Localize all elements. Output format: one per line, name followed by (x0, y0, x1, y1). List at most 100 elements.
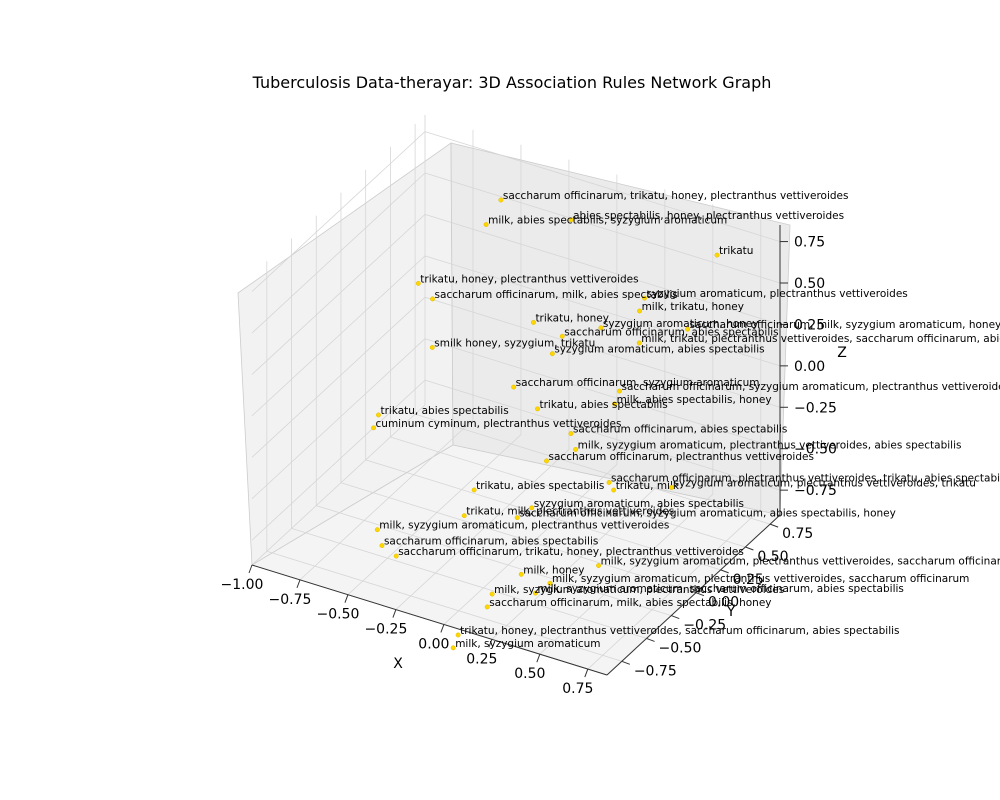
y-tick-label: −0.75 (634, 663, 677, 679)
network-node: milk, syzygium aromaticum, plectranthus … (374, 520, 669, 533)
x-tick-label: −0.25 (364, 622, 407, 638)
z-tick-label: −0.75 (794, 483, 837, 499)
node-label: saccharum officinarum, plectranthus vett… (549, 451, 814, 463)
grid-line (251, 379, 426, 541)
network-node: trikatu, abies spectabilis (376, 405, 509, 418)
grid-line (424, 296, 781, 408)
z-tick-label: 0.50 (794, 276, 825, 292)
grid-line (365, 459, 721, 571)
grid-line (424, 255, 781, 367)
network-node: trikatu, honey (530, 312, 609, 325)
node-label: trikatu, abies spectabilis (380, 405, 508, 417)
y-tick-label: 0.75 (782, 526, 813, 542)
node-label: trikatu, abies spectabilis (476, 480, 604, 492)
node-label: trikatu, milk, plectranthus vettiveroide… (466, 506, 674, 518)
network-node: cuminum cyminum, plectranthus vettiveroi… (371, 418, 621, 431)
node-label: milk, abies spectabilis, syzygium aromat… (488, 215, 727, 227)
node-marker (596, 563, 602, 569)
y-tick-label: 0.00 (708, 595, 739, 611)
node-marker (483, 222, 489, 227)
x-tick-mark (440, 624, 445, 633)
grid-line (539, 493, 714, 655)
z-tick-label: 0.00 (794, 359, 825, 375)
chart-title: Tuberculosis Data-therayar: 3D Associati… (252, 73, 772, 92)
grid-lines (251, 115, 781, 670)
grid-line (587, 508, 762, 670)
node-label: syzygium aromaticum, plectranthus vettiv… (647, 288, 908, 300)
x-tick-label: 0.50 (514, 666, 545, 682)
network-node: trikatu, honey, plectranthus vettiveroid… (455, 625, 900, 638)
network-node: milk, syzygium aromaticum, plectranthus … (573, 439, 961, 452)
tick-labels: −1.00 −0.75 −0.50 −0.25 0.00 0.25 0.50 0.75 −0.7… (221, 235, 837, 697)
node-marker (547, 580, 553, 586)
network-nodes: abies spectabilis, honey, plectranthus v… (371, 190, 1000, 651)
z-axis-label: Z (837, 345, 847, 361)
x-tick-label: −1.00 (221, 577, 264, 593)
grid-line (424, 214, 781, 325)
node-marker (415, 280, 421, 286)
node-marker (549, 351, 555, 357)
node-marker (529, 505, 535, 511)
network-node: saccharum officinarum, abies spectabilis (379, 536, 598, 548)
node-label: syzygium aromaticum, abies spectabilis (534, 498, 744, 510)
z-tick-label: 0.25 (794, 317, 825, 333)
z-tick-label: 0.75 (794, 235, 825, 251)
node-marker (430, 296, 436, 302)
x-tick-mark (296, 579, 301, 589)
node-marker (685, 326, 690, 332)
node-marker (714, 252, 720, 258)
node-label: smilk honey, syzygium, trikatu (434, 337, 595, 349)
y-tick-label: 0.50 (757, 549, 788, 565)
grid-line (291, 528, 647, 639)
network-node: trikatu, milk, plectranthus vettiveroide… (461, 506, 674, 519)
y-tick-label: −0.50 (659, 640, 702, 656)
node-label: milk, syzygium aromaticum, plectranthus … (379, 520, 669, 532)
network-node: saccharum officinarum, abies spectabilis (568, 424, 787, 437)
axes-lines (248, 225, 788, 678)
node-label: trikatu, abies spectabilis (540, 399, 668, 411)
node-marker (642, 295, 647, 301)
node-marker (533, 590, 538, 596)
network-node: saccharum officinarum, milk, abies spect… (430, 289, 678, 302)
node-label: syzygium aromaticum, honey (603, 318, 759, 330)
x-tick-mark (248, 564, 253, 574)
node-label: trikatu, honey, plectranthus vettiveroid… (460, 625, 899, 637)
network-node: saccharum officinarum, plectranthus vett… (544, 451, 814, 464)
x-tick-mark (392, 609, 397, 618)
node-label: saccharum officinarum, trikatu, honey, p… (398, 546, 744, 558)
node-marker (611, 487, 617, 493)
network-node: milk, syzygium aromaticum, saccharum off… (533, 583, 904, 596)
network-node: saccharum officinarum, trikatu, honey, p… (393, 546, 744, 559)
x-tick-mark (488, 639, 493, 648)
x-axis-label: X (393, 656, 403, 672)
network-node: saccharum officinarum, milk, abies spect… (484, 597, 772, 610)
node-label: saccharum officinarum, abies spectabilis (564, 326, 778, 338)
node-marker (617, 388, 622, 394)
node-marker (612, 401, 618, 407)
x-tick-mark (344, 594, 349, 603)
node-marker (530, 319, 536, 325)
node-label: saccharum officinarum, trikatu, honey, p… (503, 190, 849, 202)
y-axis-line (606, 514, 781, 676)
x-tick-label: 0.25 (466, 651, 497, 667)
network-node: syzygium aromaticum, abies spectabilis (549, 344, 765, 357)
node-marker (371, 425, 376, 431)
node-label: syzygium aromaticum, plectranthus vettiv… (674, 477, 976, 489)
node-marker (573, 446, 579, 452)
node-marker (514, 515, 520, 521)
y-tick-mark (769, 523, 779, 528)
grid-line (395, 449, 570, 610)
node-label: milk, syzygium aromaticum, plectranthus … (601, 556, 1000, 568)
node-marker (669, 485, 674, 490)
node-label: trikatu, honey (535, 312, 609, 324)
node-marker (606, 480, 612, 485)
x-tick-label: 0.00 (418, 636, 449, 652)
node-marker (598, 325, 604, 331)
node-label: saccharum officinarum, syzygium aromatic… (516, 377, 760, 389)
y-tick-mark (646, 637, 655, 642)
y-tick-label: 0.25 (733, 572, 764, 588)
grid-line (251, 255, 426, 417)
node-marker (450, 645, 456, 651)
y-tick-mark (621, 660, 631, 665)
